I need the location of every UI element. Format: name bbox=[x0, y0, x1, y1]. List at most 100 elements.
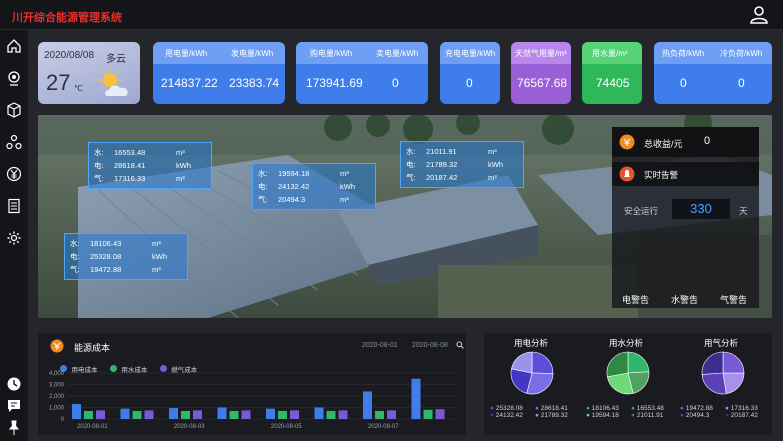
gas-analysis-legend: ● 19472.88 ● 17316.33 ● 20494.3 ● 20187.… bbox=[680, 405, 770, 419]
tab-electric-alarm[interactable]: 电警告 bbox=[622, 295, 650, 305]
pie-slice bbox=[526, 372, 554, 395]
elec-unit-2: kWh bbox=[340, 182, 355, 191]
bar-燃气成本 bbox=[193, 410, 202, 419]
bar-用电成本 bbox=[363, 391, 372, 419]
water-value-1: 16553.48 bbox=[114, 148, 146, 157]
water-card: 用水量/m³ 74405 bbox=[582, 42, 642, 104]
building-callout-4: 水: 18106.43 m³ 电: 25328.08 kWh 气: 19472.88 m³ bbox=[64, 233, 188, 280]
date-to[interactable]: 2020-08-08 bbox=[412, 342, 448, 349]
bar-用电成本 bbox=[169, 408, 178, 419]
building-callout-2: 水: 19594.18 m³ 电: 24132.42 kWh 气: 20494.3 m³ bbox=[252, 163, 376, 210]
elec-value-2: 24132.42 bbox=[278, 182, 310, 191]
x-tick-label: 2020-08-05 bbox=[271, 424, 302, 430]
power-generation-label: 发电量/kWh bbox=[231, 49, 274, 58]
legend-gas: 燃气成本 bbox=[171, 367, 198, 374]
water-label: 用水量/m³ bbox=[592, 49, 628, 58]
cost-icon bbox=[50, 339, 64, 353]
gas-label-4: 气: bbox=[70, 265, 80, 274]
network-icon[interactable] bbox=[6, 134, 22, 150]
elec-label-2: 电: bbox=[258, 182, 268, 191]
electric-value-4: ● 21789.32 bbox=[535, 412, 568, 419]
cost-legend: 用电成本 用水成本 燃气成本 bbox=[60, 359, 197, 377]
tab-water-alarm[interactable]: 水警告 bbox=[671, 295, 699, 305]
elec-value-4: 25328.08 bbox=[90, 252, 122, 261]
water-label-3: 水: bbox=[406, 147, 416, 156]
weather-date: 2020/08/08 bbox=[44, 50, 95, 61]
gas-unit-4: m³ bbox=[152, 265, 161, 274]
pie-slice bbox=[701, 351, 724, 375]
bar-用电成本 bbox=[266, 408, 275, 419]
load-card: 热负荷/kWh 冷负荷/kWh 0 0 bbox=[654, 42, 772, 104]
bar-用电成本 bbox=[72, 404, 81, 419]
electricity-card: 用电量/kWh 发电量/kWh 214837.22 23383.74 bbox=[153, 42, 285, 104]
legend-dot-gas bbox=[159, 365, 167, 372]
gas-label-1: 气: bbox=[94, 174, 104, 183]
gas-value-2: ● 17316.33 bbox=[725, 405, 758, 412]
elec-label-3: 电: bbox=[406, 160, 416, 169]
weather-card: 2020/08/08 多云 27 ℃ bbox=[38, 42, 140, 104]
gas-value: 76567.68 bbox=[517, 76, 568, 90]
alarm-title: 实时告警 bbox=[644, 170, 679, 180]
yuan-icon[interactable] bbox=[6, 166, 22, 182]
pie-slice bbox=[511, 351, 533, 374]
pie-slice bbox=[701, 372, 727, 395]
cube-icon[interactable] bbox=[6, 102, 22, 118]
top-bar: 川开综合能源管理系统 bbox=[0, 0, 783, 30]
bar-用水成本 bbox=[278, 410, 287, 419]
clock-icon[interactable] bbox=[6, 376, 22, 392]
water-analysis-legend: ● 18106.43 ● 16553.48 ● 19594.18 ● 21011… bbox=[586, 405, 676, 419]
gas-value-1: ● 19472.88 bbox=[680, 405, 713, 412]
heat-load-value: 0 bbox=[680, 76, 687, 90]
monitor-icon[interactable] bbox=[6, 70, 22, 86]
gas-unit-1: m³ bbox=[176, 174, 185, 183]
elec-value-1: 28618.41 bbox=[114, 161, 146, 170]
charging-label: 充电电量/kWh bbox=[445, 49, 496, 58]
gas-analysis-title: 用气分析 bbox=[704, 338, 739, 348]
pin-icon[interactable] bbox=[6, 420, 22, 436]
charging-value: 0 bbox=[466, 76, 473, 90]
analysis-panel: 用电分析 用水分析 用气分析 ● 25328.08 ● 28618.41 ● 2… bbox=[484, 333, 772, 435]
safe-days-value: 330 bbox=[672, 199, 730, 219]
user-icon[interactable] bbox=[749, 5, 769, 25]
y-tick-label: 3,000 bbox=[49, 383, 65, 389]
bar-用水成本 bbox=[181, 410, 190, 419]
settings-icon[interactable] bbox=[6, 230, 22, 246]
power-usage-value: 214837.22 bbox=[161, 76, 218, 90]
water-value: 74405 bbox=[596, 76, 630, 90]
purchase-label: 购电量/kWh bbox=[310, 49, 353, 58]
bar-用水成本 bbox=[132, 410, 142, 419]
electric-analysis-legend: ● 25328.08 ● 28618.41 ● 24132.42 ● 21789… bbox=[490, 405, 580, 419]
x-tick-label: 2020-08-01 bbox=[77, 424, 108, 430]
gas-label: 天然气用量/m³ bbox=[515, 49, 567, 58]
pie-slice bbox=[607, 372, 634, 395]
sell-value: 0 bbox=[392, 76, 399, 90]
elec-unit-3: kWh bbox=[488, 160, 503, 169]
tab-gas-alarm[interactable]: 气警告 bbox=[720, 295, 748, 305]
cost-title: 能源成本 bbox=[74, 343, 111, 353]
water-label-2: 水: bbox=[258, 169, 268, 178]
elec-label-1: 电: bbox=[94, 161, 104, 170]
partly-cloudy-icon bbox=[98, 68, 128, 96]
bar-燃气成本 bbox=[290, 410, 299, 419]
electric-analysis-title: 用电分析 bbox=[514, 338, 549, 348]
bar-用电成本 bbox=[411, 378, 421, 419]
bar-燃气成本 bbox=[387, 410, 396, 419]
gas-value-4: ● 20187.42 bbox=[725, 412, 758, 419]
gas-label-2: 气: bbox=[258, 195, 268, 204]
date-from[interactable]: 2020-08-01 bbox=[362, 342, 398, 349]
gas-label-3: 气: bbox=[406, 173, 416, 182]
water-value-1: ● 18106.43 bbox=[586, 405, 619, 412]
temperature-unit: ℃ bbox=[74, 84, 83, 93]
bar-燃气成本 bbox=[241, 410, 251, 419]
pie-slice bbox=[722, 372, 745, 395]
cool-load-label: 冷负荷/kWh bbox=[720, 49, 763, 58]
home-icon[interactable] bbox=[6, 38, 22, 54]
legend-dot-electric bbox=[60, 365, 67, 372]
gas-value-3: 20187.42 bbox=[426, 173, 458, 182]
document-icon[interactable] bbox=[6, 198, 22, 214]
gas-unit-3: m³ bbox=[488, 173, 497, 182]
gas-value-1: 17316.33 bbox=[114, 174, 146, 183]
message-icon[interactable] bbox=[6, 398, 22, 414]
water-value-4: 18106.43 bbox=[90, 239, 122, 248]
search-icon[interactable] bbox=[456, 341, 464, 349]
